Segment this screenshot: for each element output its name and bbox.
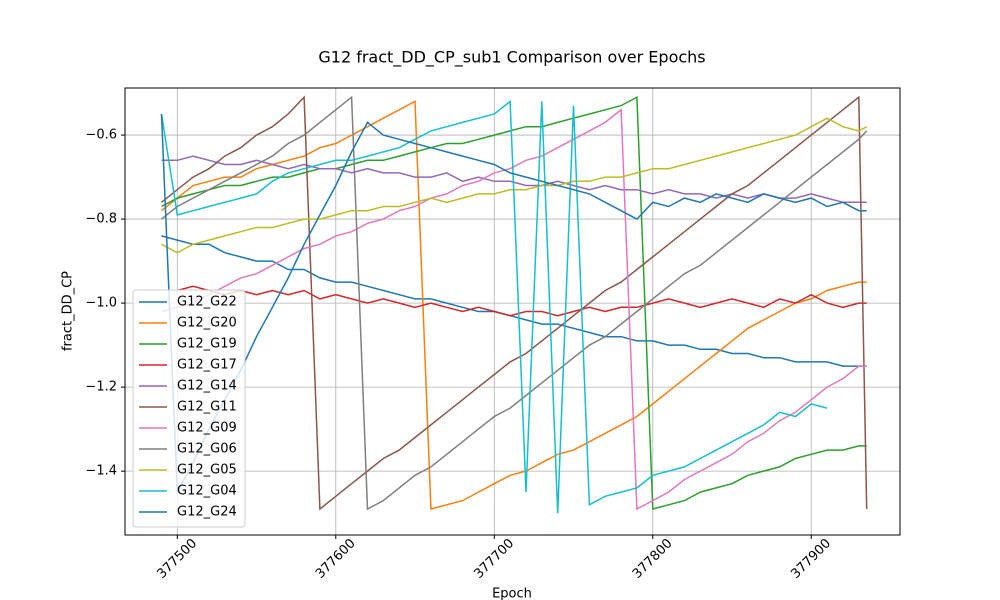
legend-label: G12_G22	[177, 295, 237, 310]
series-line	[160, 113, 867, 495]
series-line	[161, 100, 867, 510]
x-axis-label: Epoch	[492, 587, 532, 600]
y-tick-label: −1.4	[85, 464, 117, 479]
legend-label: G12_G09	[177, 421, 237, 436]
legend: G12_G22 G12_G20 G12_G19 G12_G17 G12_G14 G12_G…	[132, 289, 246, 528]
legend-label: G12_G20	[177, 316, 237, 331]
plot-frame	[124, 87, 901, 536]
legend-label: G12_G04	[177, 484, 237, 499]
y-tick-label: −0.6	[85, 128, 117, 143]
legend-label: G12_G05	[177, 463, 237, 478]
x-tick-label: 377600	[313, 536, 359, 582]
series-line	[161, 95, 868, 511]
series-line	[160, 99, 828, 514]
y-tick-label: −1.2	[85, 380, 117, 395]
series-line	[177, 285, 867, 317]
x-tick-label: 377500	[154, 536, 200, 582]
series-line	[161, 155, 867, 204]
x-tick-label: 377800	[630, 536, 676, 582]
x-tick-label: 377700	[471, 536, 517, 582]
series-line	[161, 108, 867, 511]
legend-label: G12_G24	[177, 505, 237, 520]
legend-box	[132, 289, 246, 528]
y-tick-label: −0.8	[85, 212, 117, 227]
legend-label: G12_G14	[177, 379, 237, 394]
chart-title: G12 fract_DD_CP_sub1 Comparison over Epo…	[318, 48, 705, 68]
series-line	[161, 95, 868, 511]
legend-label: G12_G19	[177, 337, 237, 352]
series-line	[161, 235, 867, 367]
legend-label: G12_G11	[177, 400, 237, 415]
y-tick-label: −1.0	[85, 296, 117, 311]
legend-label: G12_G17	[177, 358, 237, 373]
legend-label: G12_G06	[177, 442, 237, 457]
x-tick-label: 377900	[788, 536, 834, 582]
y-axis-label: fract_DD_CP	[61, 271, 76, 351]
series-line	[161, 117, 868, 254]
